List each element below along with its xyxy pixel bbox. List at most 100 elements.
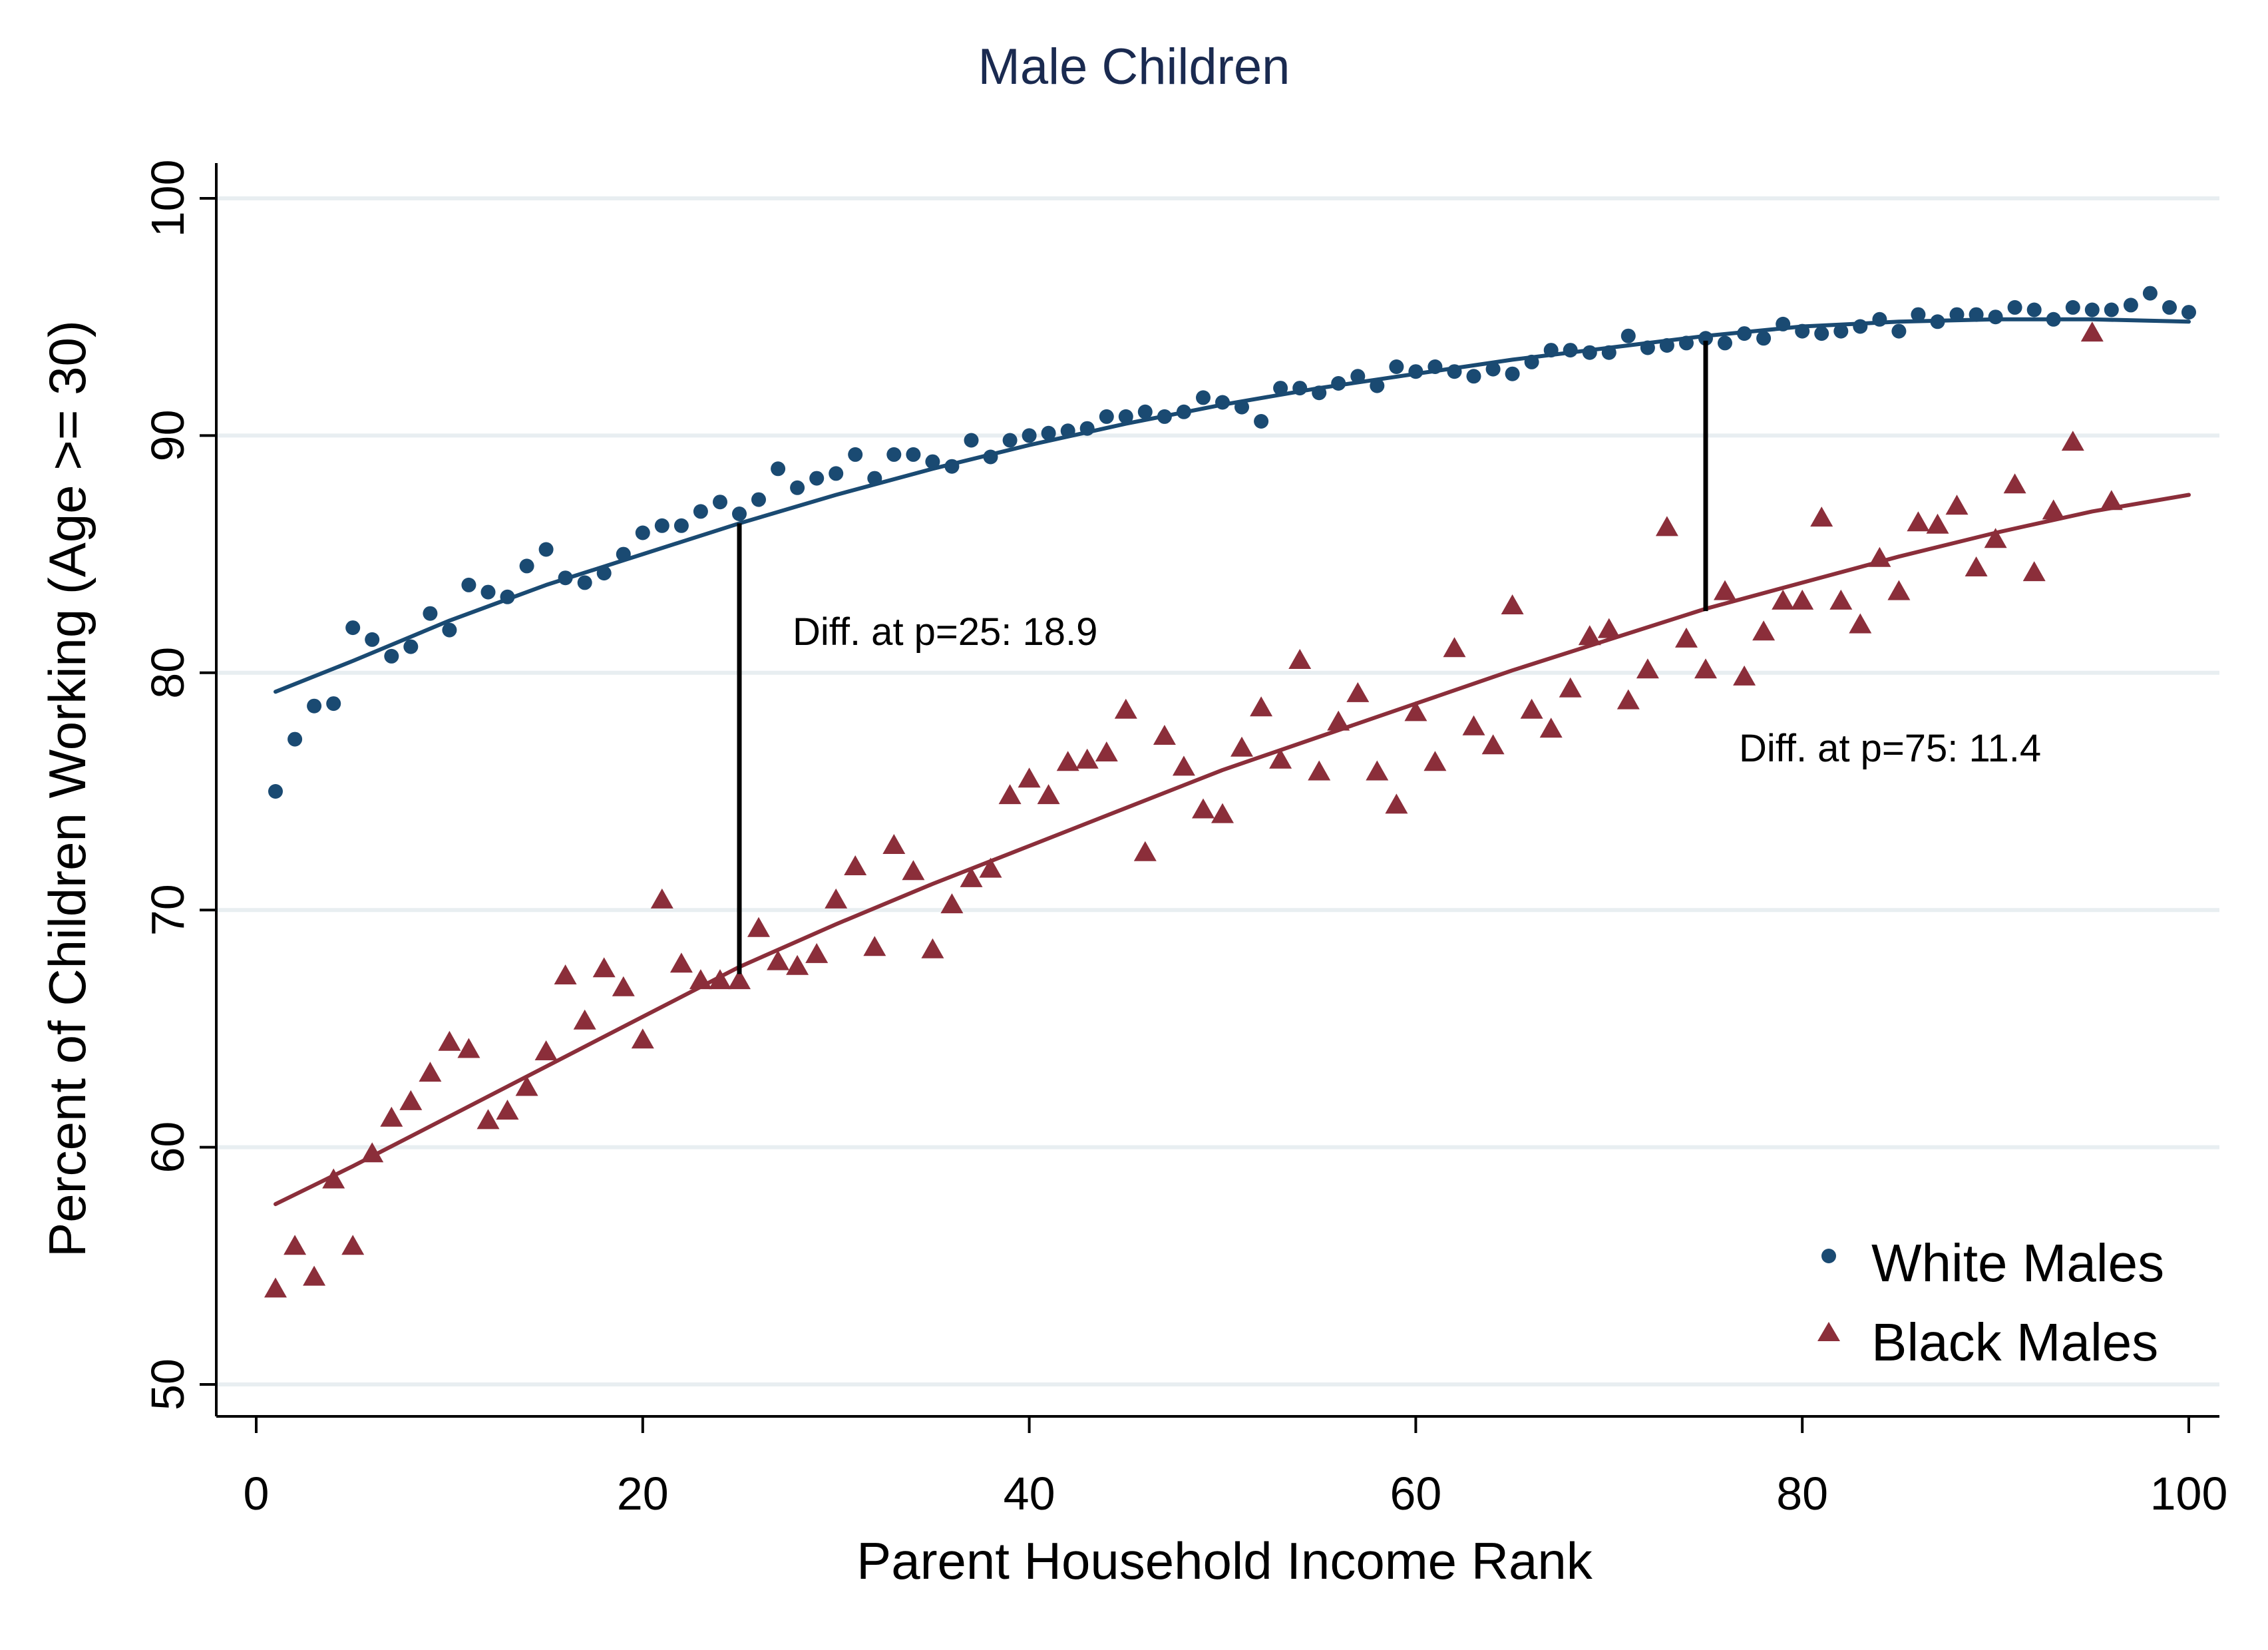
- x-ticks: 0 20 40 60 80 100: [244, 1416, 2228, 1520]
- gap-label-p25: Diff. at p=25: 18.9: [793, 610, 1097, 654]
- point-black-males: [1443, 637, 1466, 658]
- point-white-males: [2142, 286, 2158, 301]
- point-black-males: [689, 969, 712, 990]
- point-black-males: [399, 1090, 423, 1110]
- point-white-males: [1350, 369, 1366, 384]
- point-white-males: [1447, 364, 1462, 379]
- point-white-males: [1988, 309, 2003, 325]
- point-black-males: [1230, 736, 1253, 757]
- point-black-males: [767, 950, 790, 970]
- point-white-males: [2162, 300, 2177, 315]
- point-white-males: [867, 471, 882, 486]
- point-white-males: [480, 584, 496, 600]
- point-black-males: [1346, 682, 1370, 702]
- point-white-males: [1969, 307, 1984, 322]
- point-white-males: [307, 698, 322, 714]
- point-white-males: [2046, 311, 2061, 327]
- point-white-males: [1312, 385, 1327, 401]
- legend-marker-triangle: [1817, 1322, 1840, 1341]
- point-black-males: [1327, 710, 1350, 731]
- y-axis-label: Percent of Children Working (Age >= 30): [38, 320, 96, 1257]
- point-white-males: [461, 577, 476, 592]
- point-black-males: [1211, 803, 1234, 823]
- point-black-males: [1075, 748, 1099, 769]
- point-white-males: [2181, 305, 2196, 320]
- point-black-males: [979, 857, 1002, 878]
- point-white-males: [886, 447, 902, 462]
- point-black-males: [1578, 625, 1601, 646]
- point-white-males: [1640, 340, 1655, 355]
- point-white-males: [848, 447, 863, 462]
- point-white-males: [1137, 404, 1153, 419]
- point-black-males: [863, 936, 886, 956]
- point-white-males: [1833, 323, 1849, 339]
- point-white-males: [1756, 331, 1772, 346]
- point-black-males: [1192, 798, 1215, 819]
- point-black-males: [631, 1028, 654, 1049]
- point-black-males: [1926, 513, 1949, 534]
- point-white-males: [1698, 331, 1713, 346]
- x-tick-label-0: 0: [244, 1468, 270, 1520]
- point-black-males: [496, 1100, 519, 1120]
- point-white-males: [384, 648, 399, 664]
- point-white-males: [1060, 423, 1075, 439]
- point-white-males: [1795, 323, 1810, 339]
- point-black-males: [1501, 594, 1524, 614]
- point-white-males: [1002, 433, 1018, 448]
- point-white-males: [1524, 354, 1539, 369]
- point-black-males: [1385, 793, 1408, 814]
- point-black-males: [747, 917, 770, 937]
- point-white-males: [713, 495, 727, 510]
- legend-label-white-males: White Males: [1871, 1233, 2164, 1293]
- point-white-males: [1737, 326, 1752, 341]
- point-black-males: [1288, 649, 1312, 669]
- point-black-males: [882, 834, 906, 854]
- point-white-males: [983, 449, 998, 465]
- point-white-males: [1331, 376, 1346, 391]
- point-white-males: [1370, 378, 1385, 393]
- point-black-males: [1095, 741, 1118, 761]
- point-white-males: [287, 731, 303, 747]
- point-white-males: [1408, 364, 1423, 379]
- point-white-males: [1679, 335, 1694, 351]
- point-white-males: [809, 471, 825, 486]
- point-black-males: [2003, 473, 2026, 494]
- point-black-males: [786, 954, 809, 975]
- point-black-males: [1597, 618, 1620, 638]
- point-white-males: [1872, 311, 1887, 327]
- point-white-males: [1891, 323, 1907, 339]
- point-black-males: [2100, 490, 2123, 511]
- point-black-males: [1462, 715, 1485, 735]
- point-black-males: [1655, 516, 1678, 536]
- y-tick-label-70: 70: [142, 884, 194, 936]
- point-white-males: [1563, 343, 1578, 358]
- point-black-males: [573, 1009, 596, 1030]
- point-black-males: [1250, 696, 1273, 717]
- legend-marker-circle: [1821, 1249, 1836, 1263]
- point-black-males: [940, 893, 964, 914]
- point-black-males: [1404, 701, 1427, 722]
- point-black-males: [1481, 734, 1505, 755]
- x-tick-label-100: 100: [2150, 1468, 2228, 1520]
- point-black-males: [1056, 751, 1079, 771]
- point-black-males: [1153, 725, 1176, 745]
- point-black-males: [1694, 658, 1717, 679]
- point-white-males: [1176, 404, 1191, 419]
- point-black-males: [1423, 751, 1447, 771]
- point-black-males: [2022, 561, 2046, 582]
- point-black-males: [669, 952, 693, 973]
- point-black-males: [825, 888, 848, 909]
- point-white-males: [1930, 314, 1945, 329]
- point-black-males: [728, 969, 751, 990]
- point-white-males: [1196, 390, 1211, 405]
- annotations: Diff. at p=25: 18.9 Diff. at p=75: 11.4: [737, 340, 2041, 974]
- point-white-males: [1718, 335, 1732, 351]
- point-black-males: [1772, 589, 1795, 610]
- point-white-males: [673, 518, 689, 533]
- point-black-males: [2080, 321, 2104, 342]
- x-tick-label-20: 20: [617, 1468, 669, 1520]
- y-tick-label-50: 50: [142, 1358, 194, 1410]
- point-black-males: [438, 1030, 461, 1051]
